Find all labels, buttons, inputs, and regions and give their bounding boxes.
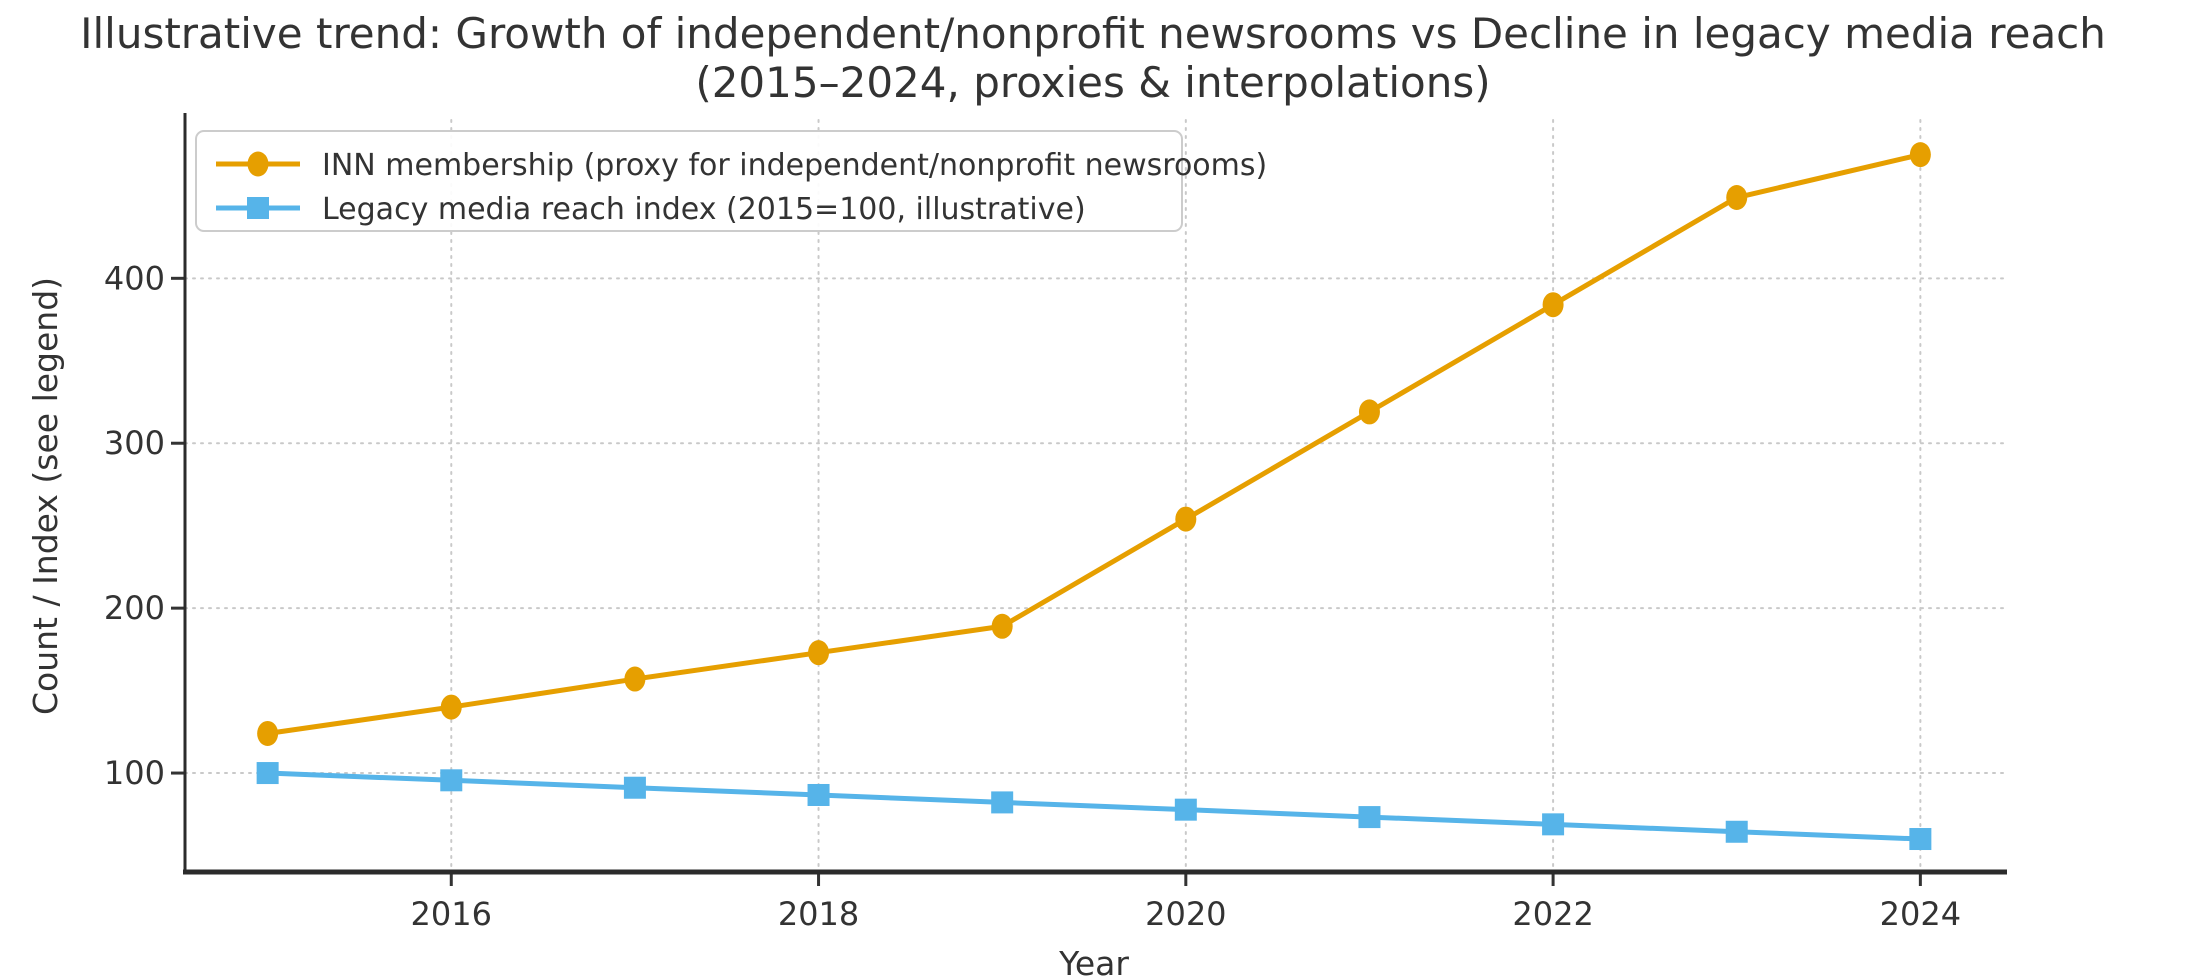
- data-point-marker: [623, 776, 646, 799]
- data-point-marker: [991, 791, 1014, 814]
- data-point-marker: [1542, 813, 1565, 836]
- data-point-marker: [1542, 292, 1564, 318]
- x-tick-label: 2022: [1512, 895, 1593, 933]
- data-point-marker: [807, 783, 830, 806]
- data-point-marker: [1358, 399, 1380, 425]
- data-point-marker: [1175, 506, 1197, 532]
- data-point-marker: [257, 720, 279, 746]
- x-tick-label: 2020: [1145, 895, 1226, 933]
- data-point-marker: [1358, 806, 1381, 829]
- chart-title-line1: Illustrative trend: Growth of independen…: [80, 9, 2106, 58]
- y-tick-label: 400: [104, 259, 165, 297]
- grid-layer: [184, 119, 2004, 873]
- legend-label-inn: INN membership (proxy for independent/no…: [322, 148, 1267, 183]
- series-layer: [256, 142, 1932, 851]
- x-tick-label: 2016: [411, 895, 492, 933]
- data-point-marker: [991, 613, 1013, 639]
- x-tick-label: 2018: [778, 895, 859, 933]
- data-point-marker: [1725, 820, 1748, 843]
- data-point-marker: [440, 694, 462, 720]
- chart-title-line2: (2015–2024, proxies & interpolations): [695, 58, 1490, 107]
- x-tick-label: 2024: [1880, 895, 1961, 933]
- series-line-inn: [265, 152, 1923, 736]
- y-tick-label: 100: [104, 754, 165, 792]
- data-point-marker: [1174, 798, 1197, 821]
- x-axis-label: Year: [1058, 944, 1129, 980]
- data-point-marker: [1726, 185, 1748, 211]
- legend-circle-marker-icon: [247, 151, 269, 177]
- series-line-legacy: [265, 770, 1923, 842]
- legend-box: [195, 130, 1183, 232]
- y-axis-label: Count / Index (see legend): [26, 277, 65, 715]
- legend-square-marker-icon: [247, 197, 269, 219]
- axis-layer: 2016 2018 2020 2022 2024 100 200 300 400: [104, 113, 2007, 933]
- data-point-marker: [624, 666, 646, 692]
- legend-label-legacy: Legacy media reach index (2015=100, illu…: [322, 192, 1086, 227]
- data-point-marker: [256, 762, 279, 785]
- y-tick-label: 300: [104, 424, 165, 462]
- data-point-marker: [1909, 828, 1932, 851]
- data-point-marker: [808, 640, 830, 666]
- data-point-marker: [440, 769, 463, 792]
- data-point-marker: [1909, 142, 1931, 168]
- legend: INN membership (proxy for independent/no…: [195, 130, 1267, 232]
- y-tick-label: 200: [104, 589, 165, 627]
